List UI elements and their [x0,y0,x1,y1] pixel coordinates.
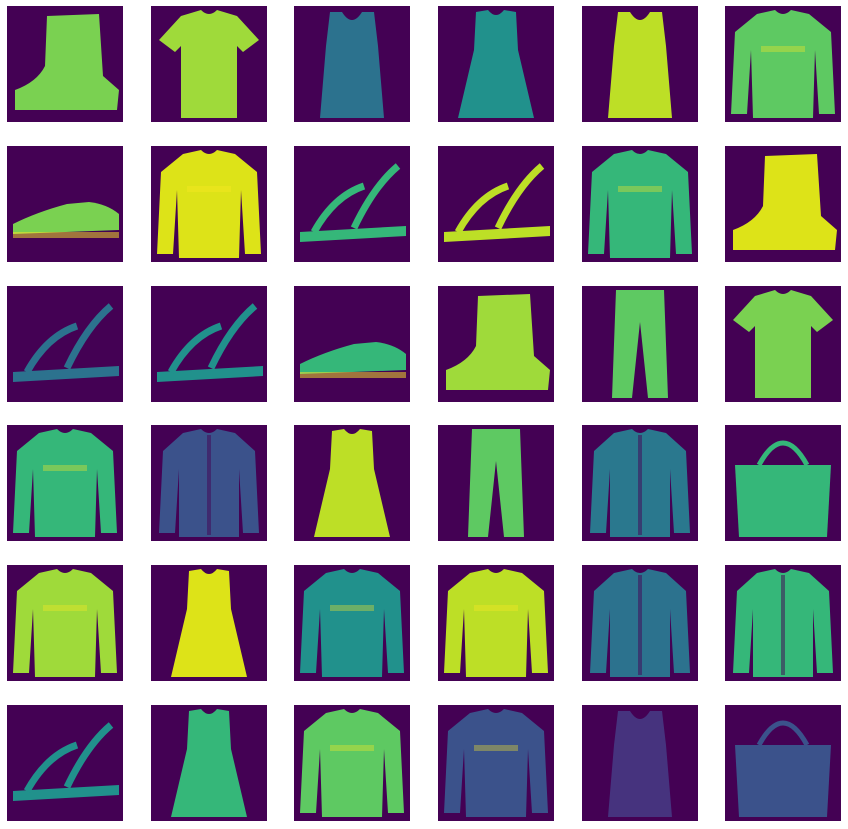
thumbnail-top [582,6,698,122]
shirt-image [300,709,404,817]
coat-image [590,429,690,537]
bag-image [735,440,831,537]
ankle-boot-image [733,154,837,250]
thumbnail-sandal [7,705,123,821]
thumbnail-tank-top [294,6,410,122]
thumbnail-pullover [438,565,554,681]
sandal-image [157,303,263,382]
thumbnail-sneaker [7,146,123,262]
coat-image [733,569,833,677]
pullover-image [444,569,548,677]
coat-image [590,569,690,677]
sneaker-image [300,342,406,378]
thumbnail-sandal [438,146,554,262]
thumbnail-top [582,705,698,821]
thumbnail-pullover [7,565,123,681]
shirt-image [588,150,692,258]
t-shirt-image [159,10,259,118]
dress-image [458,10,534,118]
thumbnail-dress [151,565,267,681]
ankle-boot-image [446,294,550,390]
dress-image [314,429,390,537]
sandal-image [13,722,119,801]
trouser-image [612,290,668,398]
thumbnail-coat [582,565,698,681]
thumbnail-sandal [7,286,123,402]
thumbnail-bag [725,705,841,821]
thumbnail-t-shirt [725,286,841,402]
thumbnail-shirt [294,705,410,821]
thumbnail-sneaker [294,286,410,402]
top-image [608,12,672,118]
sandal-image [13,303,119,382]
thumbnail-coat [725,565,841,681]
thumbnail-sandal [151,286,267,402]
thumbnail-trouser [582,286,698,402]
thumbnail-bag [725,425,841,541]
thumbnail-ankle-boot [438,286,554,402]
sandal-image [444,163,550,242]
dress-image [171,569,247,677]
thumbnail-t-shirt [151,6,267,122]
thumbnail-pullover [725,6,841,122]
shirt-image [444,709,548,817]
thumbnail-dress [151,705,267,821]
trouser-image [468,429,524,537]
thumbnail-coat [582,425,698,541]
dress-image [171,709,247,817]
thumbnail-dress [438,6,554,122]
thumbnail-coat [151,425,267,541]
shirt-image [300,569,404,677]
thumbnail-sandal [294,146,410,262]
sandal-image [300,163,406,242]
pullover-image [731,10,835,118]
sneaker-image [13,202,119,238]
ankle-boot-image [15,14,119,110]
thumbnail-pullover [7,425,123,541]
bag-image [735,720,831,817]
thumbnail-trouser [438,425,554,541]
pullover-image [13,569,117,677]
thumbnail-pullover [151,146,267,262]
pullover-image [157,150,261,258]
t-shirt-image [733,290,833,398]
thumbnail-dress [294,425,410,541]
thumbnail-shirt [582,146,698,262]
coat-image [159,429,259,537]
thumbnail-ankle-boot [7,6,123,122]
thumbnail-shirt [438,705,554,821]
thumbnail-ankle-boot [725,146,841,262]
tank-top-image [320,12,384,118]
thumbnail-shirt [294,565,410,681]
pullover-image [13,429,117,537]
top-image [608,711,672,817]
